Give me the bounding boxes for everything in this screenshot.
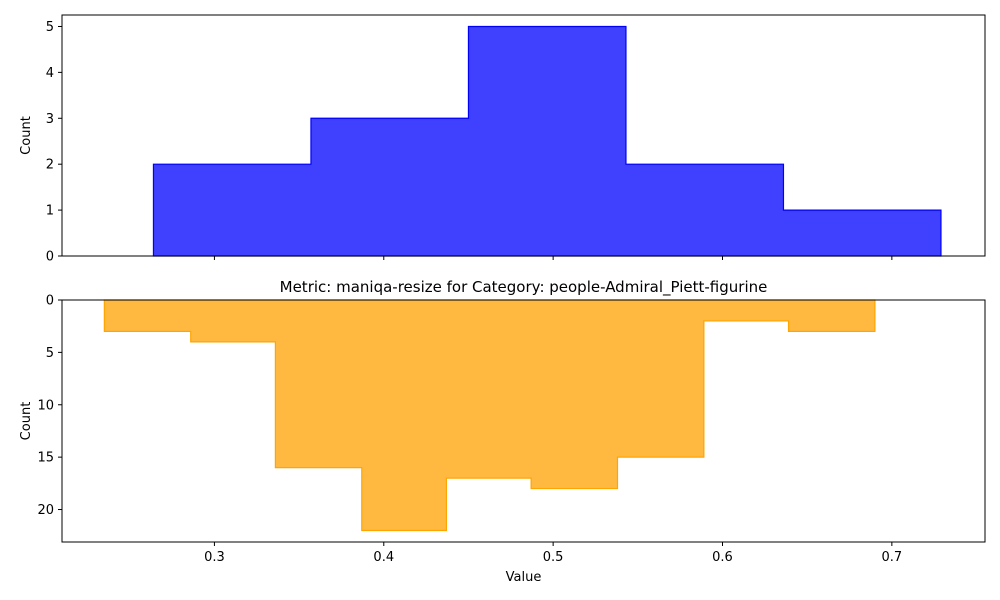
top-histogram-bars xyxy=(152,25,942,257)
bottom-y-tick-label: 15 xyxy=(37,451,54,466)
top-y-tick-label: 3 xyxy=(46,112,54,127)
top-histogram-area xyxy=(152,25,942,257)
top-y-tick-label: 2 xyxy=(46,158,54,173)
bottom-histogram-bars xyxy=(103,299,876,532)
bottom-axes-frame xyxy=(61,299,986,543)
top-histogram-panel: 0 1 2 3 4 5 Count xyxy=(19,14,986,265)
bottom-x-tick-label: 0.5 xyxy=(543,550,564,565)
bottom-x-tick-label: 0.4 xyxy=(373,550,394,565)
bottom-histogram-area xyxy=(103,299,876,532)
bottom-x-ticks: 0.3 0.4 0.5 0.6 0.7 xyxy=(204,542,902,565)
top-y-ticks: 0 1 2 3 4 5 xyxy=(46,20,62,265)
bottom-y-tick-label: 20 xyxy=(37,503,54,518)
top-x-ticks xyxy=(213,256,893,260)
chart-title: Metric: maniqa-resize for Category: peop… xyxy=(280,278,768,297)
bottom-x-tick-label: 0.6 xyxy=(712,550,733,565)
bottom-y-ticks: 0 5 10 15 20 xyxy=(37,294,62,518)
top-y-axis-label: Count xyxy=(19,116,34,155)
top-y-tick-label: 4 xyxy=(46,66,54,81)
top-y-tick-label: 5 xyxy=(46,20,54,35)
bottom-x-tick-label: 0.7 xyxy=(882,550,903,565)
bottom-y-tick-label: 10 xyxy=(37,398,54,413)
bottom-y-tick-label: 0 xyxy=(46,294,54,309)
bottom-histogram-panel: 0 5 10 15 20 0.3 0.4 0.5 0.6 0.7 Metric: maniqa-… xyxy=(19,278,986,585)
x-axis-label: Value xyxy=(506,570,542,585)
top-axes-frame xyxy=(61,14,986,257)
bottom-y-tick-label: 5 xyxy=(46,346,54,361)
bottom-x-tick-label: 0.3 xyxy=(204,550,225,565)
bottom-y-axis-label: Count xyxy=(19,402,34,441)
top-y-tick-label: 1 xyxy=(46,204,54,219)
top-y-tick-label: 0 xyxy=(46,250,54,265)
